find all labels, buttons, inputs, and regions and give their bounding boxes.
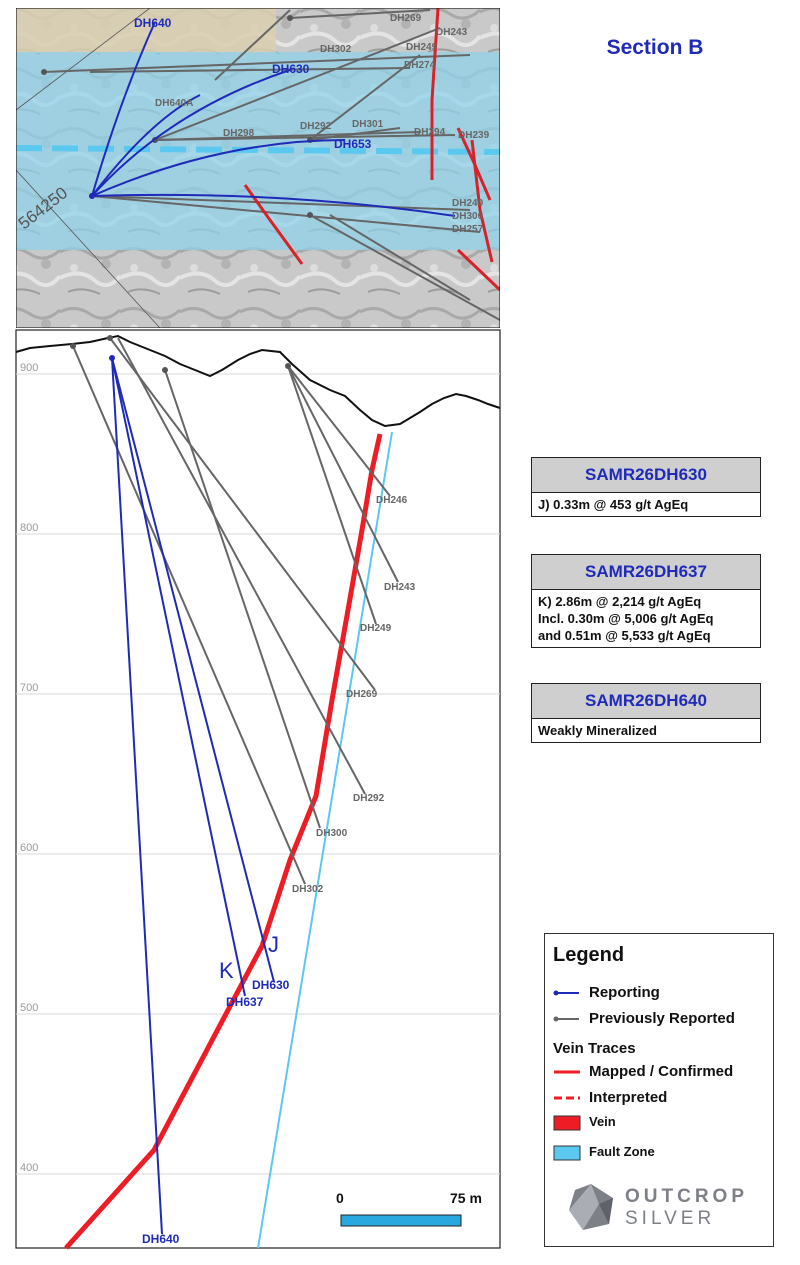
legend-vein-label: Vein (589, 1114, 616, 1129)
elevation-label: 500 (20, 1002, 38, 1014)
legend-interpreted: Interpreted (553, 1089, 667, 1106)
result-box-dh630: SAMR26DH630 J) 0.33m @ 453 g/t AgEq (531, 457, 761, 517)
result-hole-id: SAMR26DH637 (532, 555, 760, 590)
scale-bar: 0 75 m (336, 1190, 482, 1227)
scale-start-label: 0 (336, 1190, 344, 1206)
result-line: K) 2.86m @ 2,214 g/t AgEq (538, 594, 702, 609)
result-box-dh637: SAMR26DH637 K) 2.86m @ 2,214 g/t AgEq In… (531, 554, 761, 648)
interpreted-line-icon (554, 1096, 580, 1100)
result-line: J) 0.33m @ 453 g/t AgEq (538, 497, 689, 512)
plan-hole-label: DH306 (452, 211, 484, 222)
plan-grid-line (16, 169, 161, 328)
reporting-line-icon (553, 990, 579, 996)
legend-reporting: Reporting (553, 984, 660, 1001)
section-previous-holes (72, 337, 399, 885)
section-hole-label: DH640 (142, 1232, 180, 1246)
plan-grid-line (16, 8, 151, 111)
elevation-label: 400 (20, 1162, 38, 1174)
intercept-j: J (268, 932, 279, 957)
elevation-labels: 900 800 700 600 500 400 (20, 362, 38, 1174)
plan-map (16, 8, 500, 328)
topography-profile (15, 334, 501, 428)
plan-hole-label: DH301 (352, 119, 384, 130)
plan-hole-label: DH630 (272, 62, 310, 76)
plan-hole-labels: DH640 DH630 DH640A DH653 DH269 DH243 DH302 DH24… (134, 13, 490, 235)
section-hole-label: DH300 (316, 828, 348, 839)
fault-swatch-icon (553, 1145, 581, 1161)
plan-hole-label: DH294 (414, 127, 446, 138)
logo-line2: SILVER (625, 1208, 716, 1229)
section-hole-label: DH249 (360, 623, 392, 634)
result-line: and 0.51m @ 5,533 g/t AgEq (538, 628, 711, 643)
section-title: Section B (606, 36, 704, 59)
section-reporting-holes (111, 357, 275, 1235)
plan-hole-label: DH640A (155, 98, 193, 109)
plan-hole-label: DH302 (320, 44, 352, 55)
legend-mapped: Mapped / Confirmed (553, 1063, 733, 1080)
section-hole-labels: DH246 DH243 DH249 DH269 DH292 DH300 DH302 DH630… (142, 495, 416, 1246)
section-hole-label: DH243 (384, 582, 416, 593)
legend-fault-label: Fault Zone (589, 1144, 655, 1159)
fault-trace (257, 431, 393, 1249)
plan-hole-label: DH240 (452, 198, 484, 209)
elevation-label: 800 (20, 522, 38, 534)
result-box-dh640: SAMR26DH640 Weakly Mineralized (531, 683, 761, 743)
legend-previous: Previously Reported (553, 1010, 735, 1027)
plan-hole-label: DH243 (436, 27, 468, 38)
elevation-label: 900 (20, 362, 38, 374)
plan-alluvium (16, 8, 276, 53)
plan-section-line (16, 145, 500, 155)
elevation-label: 600 (20, 842, 38, 854)
section-collars (70, 335, 291, 373)
plan-hole-label: DH640 (134, 16, 172, 30)
result-hole-id: SAMR26DH630 (532, 458, 760, 493)
elevation-label: 700 (20, 682, 38, 694)
plan-hole-label: DH257 (452, 224, 484, 235)
section-hole-label: DH302 (292, 884, 324, 895)
legend-mapped-label: Mapped / Confirmed (589, 1063, 734, 1080)
mapped-line-icon (554, 1070, 580, 1074)
legend-title: Legend (553, 944, 625, 966)
intercept-k: K (219, 958, 234, 983)
logo-line1: OUTCROP (625, 1186, 748, 1207)
vein-trace (64, 433, 383, 1250)
legend-vein: Vein (553, 1114, 616, 1131)
section-hole-label: DH630 (252, 978, 290, 992)
plan-hole-label: DH298 (223, 128, 255, 139)
plan-previous-holes (43, 9, 500, 321)
outcrop-logo-icon (569, 1184, 613, 1230)
section-hole-label: DH292 (353, 793, 385, 804)
legend-reporting-label: Reporting (589, 984, 660, 1001)
plan-hole-label: DH292 (300, 121, 332, 132)
section-hole-label: DH246 (376, 495, 408, 506)
result-hole-id: SAMR26DH640 (532, 684, 760, 719)
previous-line-icon (553, 1016, 579, 1022)
result-line: Weakly Mineralized (538, 723, 657, 738)
section-hole-label: DH269 (346, 689, 378, 700)
scale-end-label: 75 m (450, 1190, 482, 1206)
legend-fault: Fault Zone (553, 1144, 655, 1161)
legend-previous-label: Previously Reported (589, 1010, 735, 1027)
result-line: Incl. 0.30m @ 5,006 g/t AgEq (538, 611, 714, 626)
plan-hole-label: DH269 (390, 13, 422, 24)
plan-hole-label: DH653 (334, 137, 372, 151)
legend-interpreted-label: Interpreted (589, 1089, 668, 1106)
legend: Legend Reporting Previously Reported Vei… (544, 933, 774, 1247)
plan-reporting-holes (91, 21, 456, 217)
section-hole-label: DH637 (226, 995, 264, 1009)
plan-hole-label: DH274 (404, 60, 436, 71)
vein-swatch-icon (553, 1115, 581, 1131)
legend-vein-traces-heading: Vein Traces (553, 1040, 636, 1057)
plan-hole-label: DH239 (458, 130, 490, 141)
plan-hole-label: DH249 (406, 42, 438, 53)
